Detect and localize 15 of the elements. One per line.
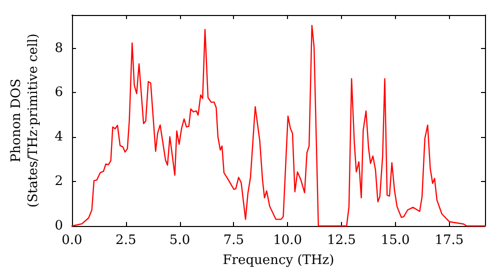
x-tick-label: 5.0 (169, 233, 190, 248)
x-tick-label: 2.5 (116, 233, 136, 248)
y-tick-label: 0 (54, 218, 63, 234)
x-tick-label: 17.5 (434, 233, 464, 248)
y-tick-label: 6 (54, 85, 63, 100)
x-axis-title: Frequency (THz) (222, 253, 334, 268)
x-tick-label: 15.0 (380, 233, 410, 248)
y-axis-title: Phonon DOS (States/THz·primitive cell) (9, 33, 41, 208)
y-tick-label: 8 (54, 40, 63, 56)
x-tick-label: 10.0 (273, 233, 302, 248)
x-tick-label: 7.5 (223, 233, 244, 248)
x-tick-label: 0.0 (62, 233, 82, 248)
y-tick-label: 4 (54, 130, 63, 145)
x-tick-label: 12.5 (326, 233, 356, 248)
y-tick-label: 2 (54, 174, 63, 190)
